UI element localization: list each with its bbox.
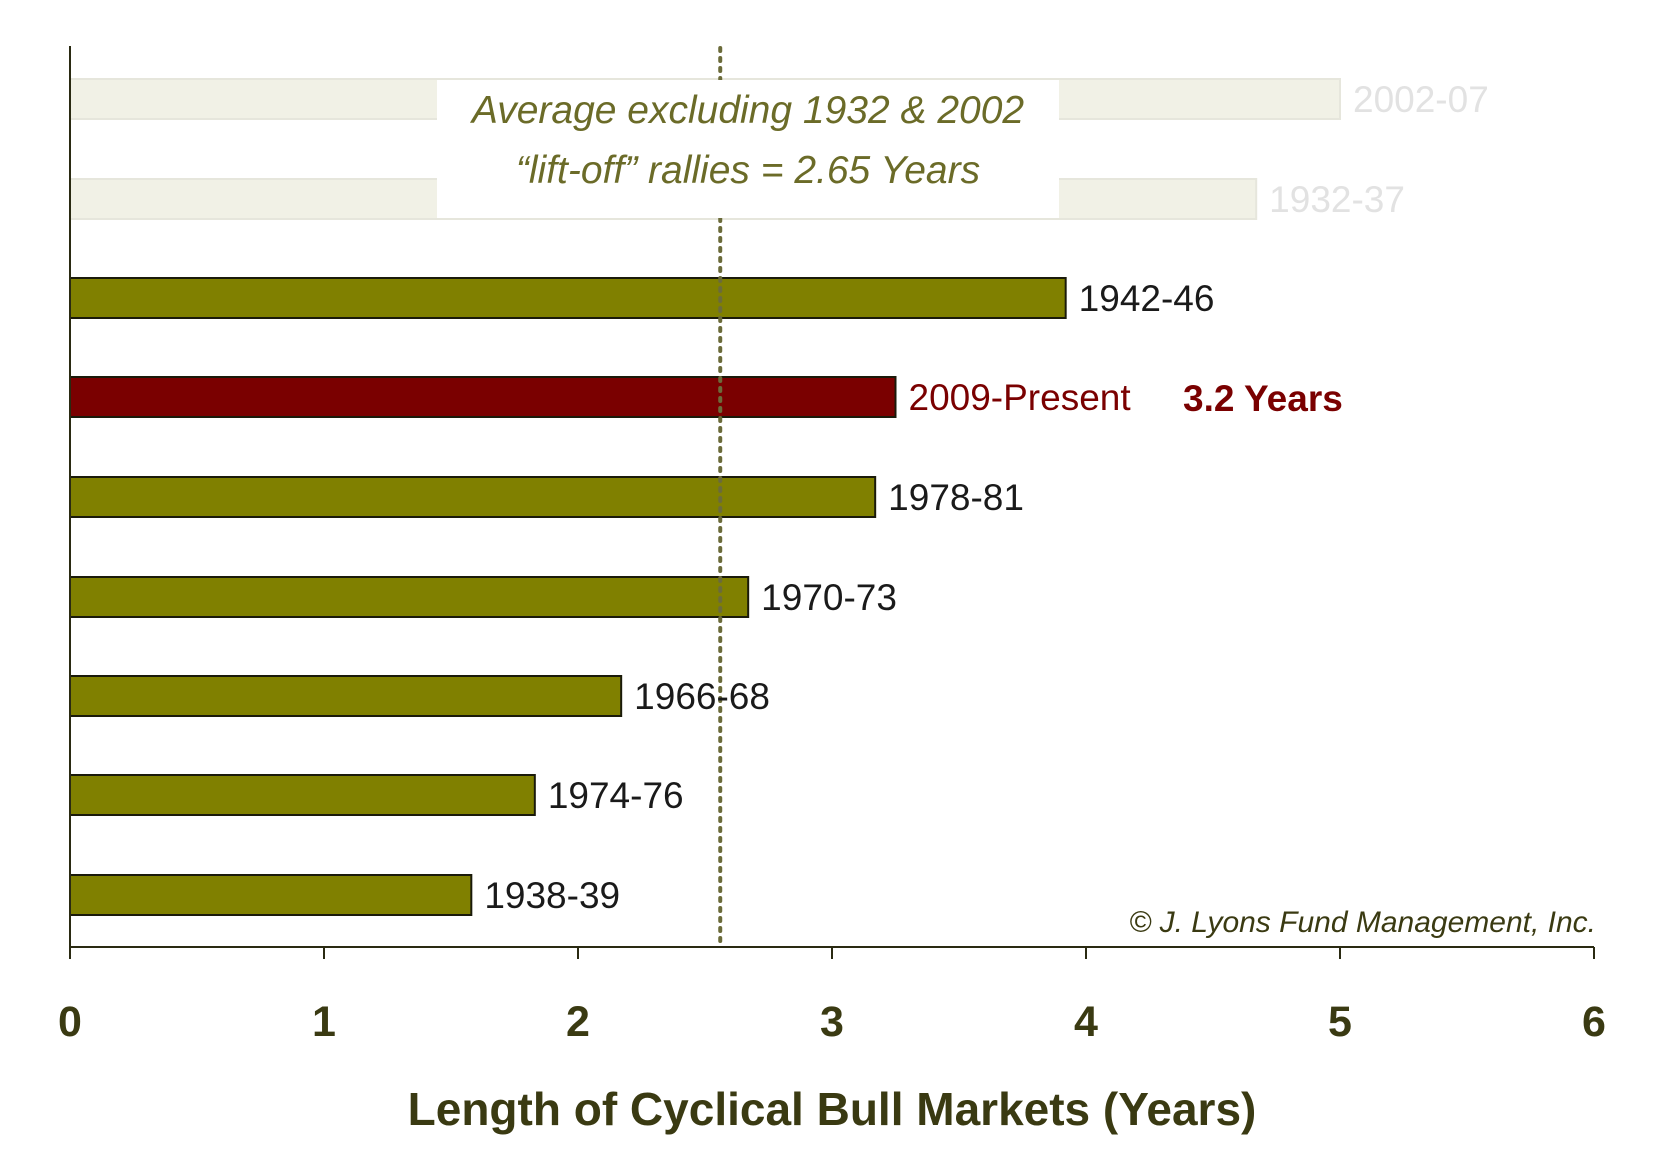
x-tick-label: 4 xyxy=(1074,998,1098,1046)
bar-label-1932-37: 1932-37 xyxy=(1269,179,1405,220)
copyright-notice: © J. Lyons Fund Management, Inc. xyxy=(1129,906,1596,939)
x-axis-title: Length of Cyclical Bull Markets (Years) xyxy=(408,1083,1257,1135)
x-tick-label: 1 xyxy=(312,998,336,1046)
bar-label-1966-68: 1966-68 xyxy=(634,676,770,717)
bar-1966-68 xyxy=(69,675,623,717)
bar-1974-76 xyxy=(69,774,536,816)
bars-layer xyxy=(69,78,1341,916)
x-ticks-layer: 0 1 2 3 4 5 6 xyxy=(58,947,1606,1046)
annotation-box xyxy=(437,80,1059,218)
x-tick-label: 0 xyxy=(58,998,82,1046)
bar-label-1938-39: 1938-39 xyxy=(484,875,620,916)
annotation-line-1: Average excluding 1932 & 2002 xyxy=(470,89,1025,132)
annotation-line-2: “lift-off” rallies = 2.65 Years xyxy=(516,149,980,192)
bar-1938-39 xyxy=(69,874,473,916)
bar-1978-81 xyxy=(69,476,877,518)
bar-label-2009-Present: 2009-Present xyxy=(909,377,1132,418)
x-tick-label: 6 xyxy=(1582,998,1606,1046)
bar-label-1974-76: 1974-76 xyxy=(548,775,684,816)
bar-label-2002-07: 2002-07 xyxy=(1353,79,1489,120)
x-tick-label: 3 xyxy=(820,998,844,1046)
bar-2009-Present xyxy=(69,376,897,418)
bar-label-1978-81: 1978-81 xyxy=(888,477,1024,518)
bar-1970-73 xyxy=(69,576,750,618)
highlight-value-label: 3.2 Years xyxy=(1183,378,1343,419)
x-tick-label: 5 xyxy=(1328,998,1352,1046)
bar-label-1942-46: 1942-46 xyxy=(1079,278,1215,319)
bar-labels-layer: 2002-07 1932-37 1942-46 2009-Present 1978-81… xyxy=(484,79,1488,916)
x-tick-label: 2 xyxy=(566,998,590,1046)
bar-1942-46 xyxy=(69,277,1067,319)
average-annotation: Average excluding 1932 & 2002 “lift-off”… xyxy=(437,80,1059,218)
bar-label-1970-73: 1970-73 xyxy=(761,577,897,618)
